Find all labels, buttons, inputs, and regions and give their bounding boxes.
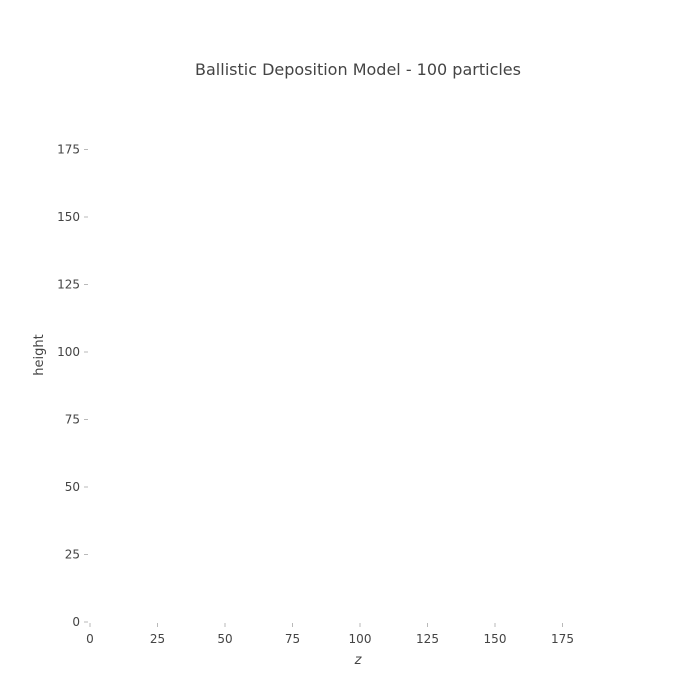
- y-tick-label: 175: [57, 143, 80, 157]
- x-tick-label: 100: [349, 632, 372, 646]
- y-tick-label: 75: [65, 413, 80, 427]
- y-axis-label: height: [32, 334, 47, 375]
- x-tick-label: 0: [86, 632, 94, 646]
- plot-area: [90, 82, 630, 622]
- x-tick-label: 175: [551, 632, 574, 646]
- x-axis-ticks: 0 25 50 75 100 125 150 175: [86, 623, 574, 646]
- x-tick-label: 75: [285, 632, 300, 646]
- chart-title: Ballistic Deposition Model - 100 particl…: [195, 60, 521, 79]
- y-tick-label: 150: [57, 210, 80, 224]
- x-tick-label: 125: [416, 632, 439, 646]
- y-tick-label: 125: [57, 278, 80, 292]
- x-tick-label: 150: [484, 632, 507, 646]
- x-tick-label: 50: [217, 632, 232, 646]
- y-axis-ticks: 0 25 50 75 100 125 150 175: [57, 143, 88, 629]
- x-tick-label: 25: [150, 632, 165, 646]
- x-axis-label: z: [354, 653, 363, 668]
- y-tick-label: 50: [65, 480, 80, 494]
- y-tick-label: 25: [65, 548, 80, 562]
- y-tick-label: 100: [57, 345, 80, 359]
- y-tick-label: 0: [72, 615, 80, 629]
